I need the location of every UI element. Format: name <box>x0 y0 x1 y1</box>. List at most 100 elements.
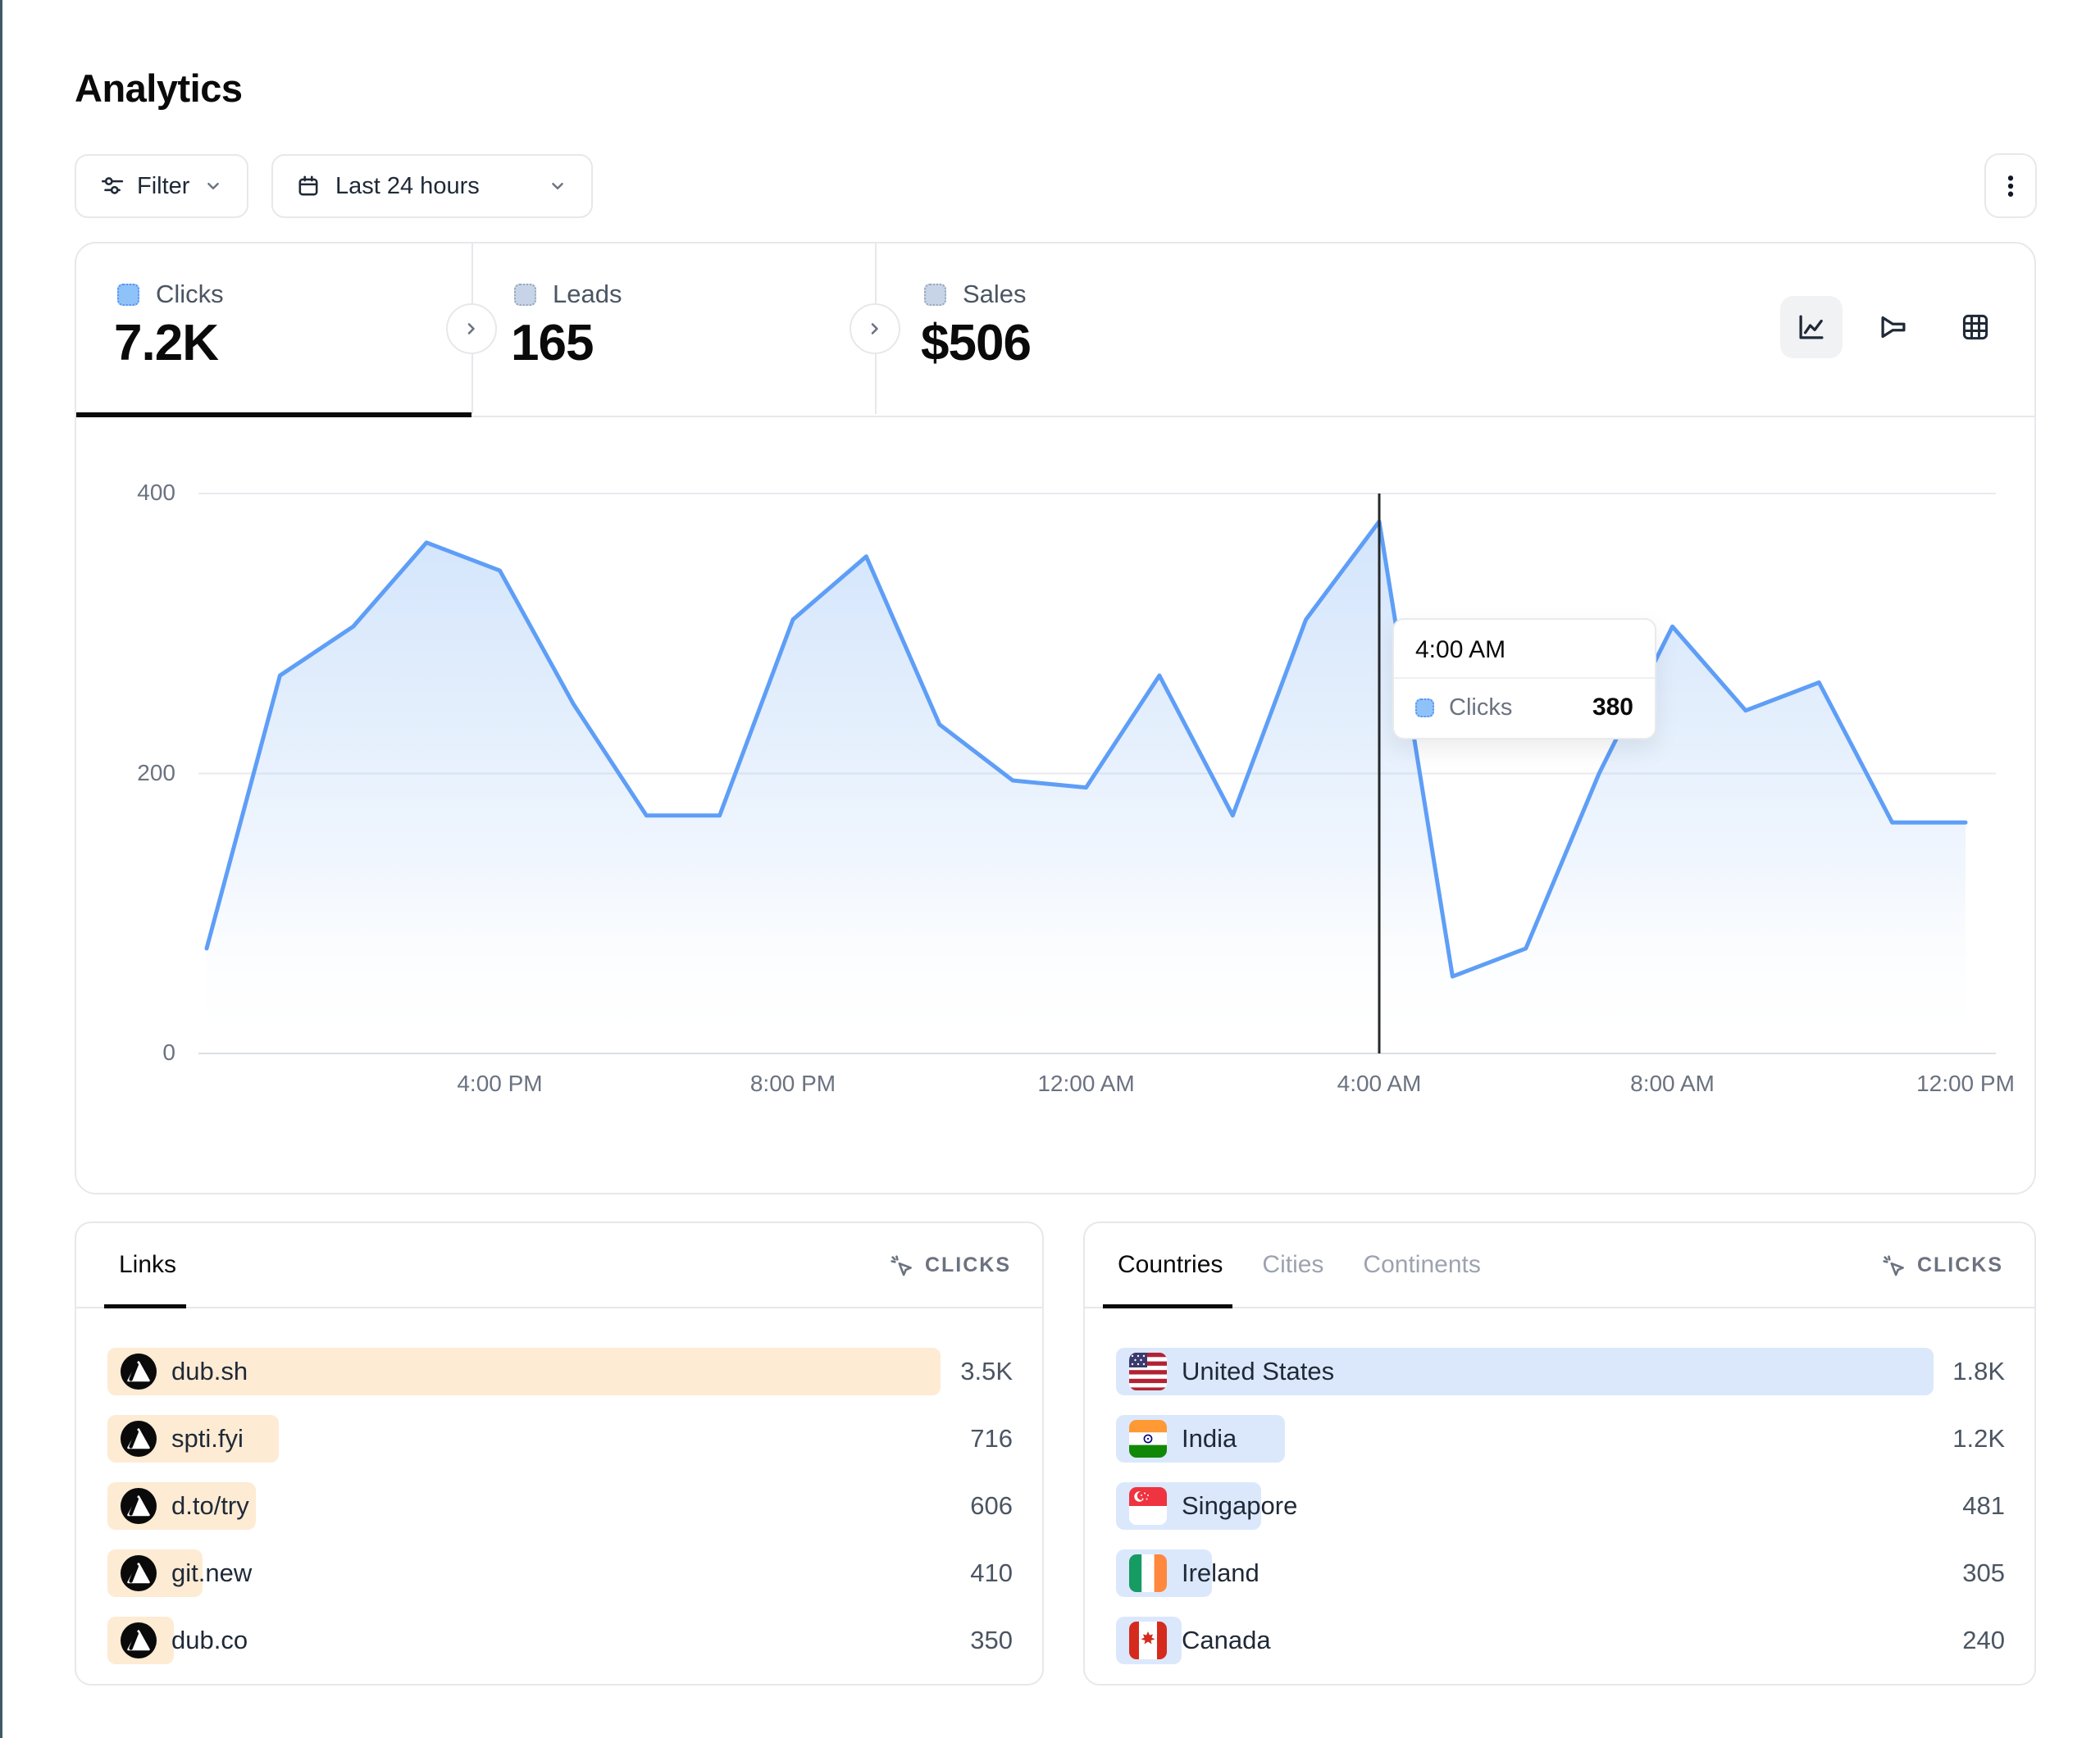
sales-series-swatch-icon <box>924 283 946 306</box>
active-tab-indicator <box>76 412 471 417</box>
x-axis-tick: 4:00 AM <box>1337 1071 1422 1096</box>
links-panel-header: Links CLICKS <box>76 1223 1042 1308</box>
chevron-down-icon <box>547 175 568 197</box>
list-item[interactable]: d.to/try 606 <box>107 1482 1013 1530</box>
stat-tabs-row: Clicks 7.2K Leads 165 Sales $506 <box>76 243 2034 417</box>
more-menu-button[interactable] <box>1984 153 2037 218</box>
tab-leads[interactable]: Leads 165 <box>473 243 875 416</box>
cursor-click-icon <box>1879 1252 1906 1278</box>
list-item[interactable]: India 1.2K <box>1116 1415 2005 1463</box>
clicks-series-swatch-icon <box>1415 698 1434 717</box>
date-range-button[interactable]: Last 24 hours <box>271 154 593 218</box>
item-value: 1.8K <box>1952 1357 2005 1385</box>
geo-panel-header: Countries Cities Continents CLICKS <box>1085 1223 2034 1308</box>
funnel-mode-button[interactable] <box>1862 296 1925 358</box>
clicks-series-swatch-icon <box>117 283 139 306</box>
list-item[interactable]: United States 1.8K <box>1116 1348 2005 1395</box>
item-label: United States <box>1182 1357 1335 1385</box>
x-axis-tick: 4:00 PM <box>457 1071 543 1096</box>
item-value: 606 <box>970 1491 1013 1520</box>
dub-logo-icon <box>121 1354 157 1390</box>
links-metric-selector[interactable]: CLICKS <box>887 1252 1011 1278</box>
us-flag-icon <box>1129 1353 1167 1390</box>
list-item[interactable]: dub.sh 3.5K <box>107 1348 1013 1395</box>
tab-sales[interactable]: Sales $506 <box>877 243 1385 416</box>
tab-cities[interactable]: Cities <box>1262 1251 1324 1278</box>
dub-logo-icon <box>121 1555 157 1591</box>
tab-links[interactable]: Links <box>119 1251 177 1278</box>
tooltip-divider <box>1394 677 1655 679</box>
leads-series-swatch-icon <box>514 283 536 306</box>
sg-flag-icon <box>1129 1487 1167 1525</box>
links-panel: Links CLICKS dub.sh 3.5K spti.fyi 716 d.to… <box>75 1222 1044 1686</box>
item-label: git.new <box>171 1558 253 1587</box>
item-label: India <box>1182 1424 1237 1453</box>
item-label: Ireland <box>1182 1558 1260 1587</box>
list-item[interactable]: Canada 240 <box>1116 1617 2005 1664</box>
filter-button[interactable]: Filter <box>75 154 248 218</box>
list-item[interactable]: Ireland 305 <box>1116 1549 2005 1597</box>
geo-metric-selector[interactable]: CLICKS <box>1879 1252 2003 1278</box>
stat-label: Leads <box>553 280 622 308</box>
item-value: 716 <box>970 1424 1013 1453</box>
expand-clicks-button[interactable] <box>446 303 497 354</box>
x-axis-tick: 12:00 AM <box>1037 1071 1135 1096</box>
y-axis-tick: 400 <box>137 480 175 505</box>
y-axis-tick: 0 <box>162 1040 175 1065</box>
in-flag-icon <box>1129 1420 1167 1458</box>
area-chart-canvas <box>198 493 1996 1054</box>
item-label: Canada <box>1182 1626 1271 1654</box>
chevron-down-icon <box>203 175 224 197</box>
tooltip-time: 4:00 AM <box>1415 636 1506 663</box>
item-label: d.to/try <box>171 1491 249 1520</box>
list-item[interactable]: Singapore 481 <box>1116 1482 2005 1530</box>
dub-logo-icon <box>121 1421 157 1457</box>
list-item[interactable]: spti.fyi 716 <box>107 1415 1013 1463</box>
x-axis-tick: 8:00 AM <box>1630 1071 1715 1096</box>
expand-leads-button[interactable] <box>850 303 900 354</box>
item-label: dub.co <box>171 1626 248 1654</box>
tooltip-series-row: Clicks 380 <box>1394 679 1655 738</box>
tab-continents[interactable]: Continents <box>1363 1251 1481 1278</box>
y-axis-tick: 200 <box>137 759 175 785</box>
active-tab-indicator <box>104 1304 186 1308</box>
chart-mode-toggle-group <box>1780 296 2007 358</box>
x-axis-tick: 12:00 PM <box>1916 1071 2015 1096</box>
chart-tooltip: 4:00 AM Clicks 380 <box>1392 618 1656 739</box>
clicks-time-series-chart[interactable]: 4:00 AM Clicks 380 0 200 400 4:00 PM 8:00 PM… <box>137 457 2015 1096</box>
filter-icon <box>99 174 124 198</box>
item-value: 305 <box>1962 1558 2005 1587</box>
active-tab-indicator <box>1103 1304 1232 1308</box>
kebab-menu-icon <box>1997 172 2025 200</box>
clicks-stat-value: 7.2K <box>114 315 219 371</box>
item-value: 3.5K <box>960 1357 1013 1385</box>
stat-label: Sales <box>963 280 1027 308</box>
stat-label: Clicks <box>156 280 224 308</box>
tooltip-value: 380 <box>1592 694 1633 721</box>
item-value: 1.2K <box>1952 1424 2005 1453</box>
table-mode-button[interactable] <box>1944 296 2007 358</box>
leads-stat-value: 165 <box>511 315 594 371</box>
value-bar <box>107 1348 941 1395</box>
tab-clicks[interactable]: Clicks 7.2K <box>76 243 471 417</box>
calendar-icon <box>296 174 321 198</box>
ie-flag-icon <box>1129 1554 1167 1592</box>
item-label: Singapore <box>1182 1491 1298 1520</box>
item-value: 350 <box>970 1626 1013 1654</box>
item-value: 410 <box>970 1558 1013 1587</box>
item-value: 481 <box>1962 1491 2005 1520</box>
line-chart-mode-button[interactable] <box>1780 296 1843 358</box>
metric-label: CLICKS <box>1916 1253 2003 1276</box>
ca-flag-icon <box>1129 1622 1167 1659</box>
tooltip-series-label: Clicks <box>1449 694 1513 721</box>
dub-logo-icon <box>121 1488 157 1524</box>
x-axis-tick: 8:00 PM <box>749 1071 836 1096</box>
cursor-click-icon <box>887 1252 913 1278</box>
tab-countries[interactable]: Countries <box>1118 1251 1223 1278</box>
geo-panel: Countries Cities Continents CLICKS United … <box>1083 1222 2036 1686</box>
links-list: dub.sh 3.5K spti.fyi 716 d.to/try 606 git.n… <box>107 1348 1013 1684</box>
list-item[interactable]: git.new 410 <box>107 1549 1013 1597</box>
list-item[interactable]: dub.co 350 <box>107 1617 1013 1664</box>
metric-label: CLICKS <box>924 1253 1011 1276</box>
geo-list: United States 1.8K India 1.2K Singapore 481… <box>1116 1348 2005 1684</box>
